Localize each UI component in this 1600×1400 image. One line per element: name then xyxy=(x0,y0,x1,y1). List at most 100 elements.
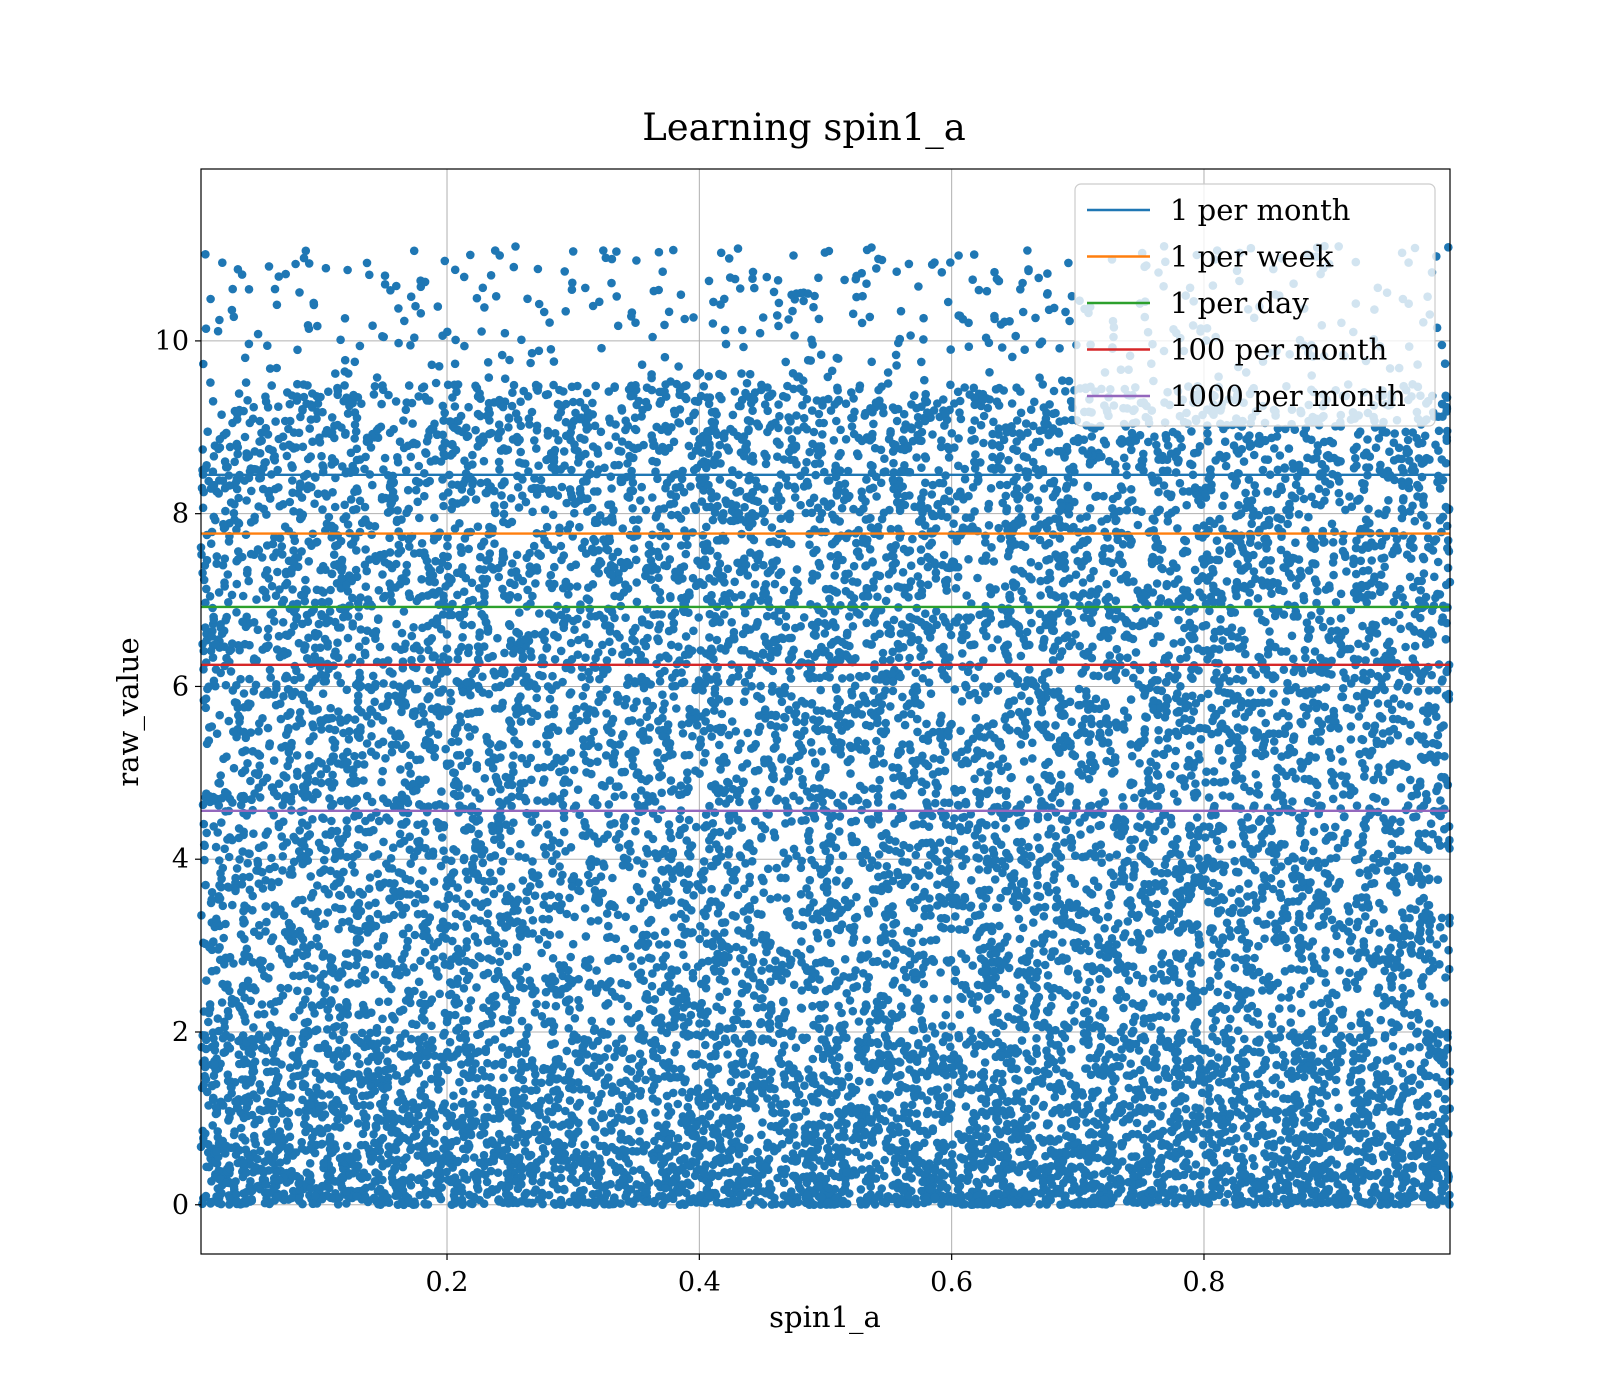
scatter-point xyxy=(1235,884,1244,894)
scatter-point xyxy=(923,580,933,590)
scatter-point xyxy=(1357,704,1366,713)
scatter-point xyxy=(545,489,555,499)
scatter-point xyxy=(353,841,363,850)
scatter-point xyxy=(498,1043,507,1052)
scatter-point xyxy=(1247,1080,1257,1089)
scatter-point xyxy=(1289,925,1298,935)
scatter-point xyxy=(1163,868,1172,878)
scatter-point xyxy=(668,874,677,883)
scatter-point xyxy=(445,1037,455,1047)
scatter-point xyxy=(292,722,301,731)
scatter-point xyxy=(630,636,639,646)
scatter-point xyxy=(257,1000,267,1009)
scatter-point xyxy=(1119,706,1129,715)
scatter-point xyxy=(574,974,583,984)
scatter-point xyxy=(406,341,415,350)
scatter-point xyxy=(1248,1154,1257,1163)
scatter-point xyxy=(809,493,819,503)
scatter-point xyxy=(1023,795,1033,804)
scatter-point xyxy=(644,549,654,559)
scatter-point xyxy=(1001,491,1011,501)
scatter-point xyxy=(455,1077,464,1087)
scatter-point xyxy=(575,522,584,532)
scatter-point xyxy=(464,402,473,412)
scatter-point xyxy=(769,287,779,297)
scatter-point xyxy=(722,987,732,996)
scatter-point xyxy=(362,739,372,748)
scatter-point xyxy=(478,858,488,868)
scatter-point xyxy=(1083,481,1093,491)
scatter-point xyxy=(533,264,543,274)
scatter-point xyxy=(909,821,918,830)
scatter-point xyxy=(255,761,264,770)
scatter-point xyxy=(518,876,528,885)
scatter-point xyxy=(865,1017,875,1027)
scatter-point xyxy=(334,878,344,887)
scatter-point xyxy=(387,747,397,757)
scatter-point xyxy=(770,730,780,740)
scatter-point xyxy=(773,794,782,803)
scatter-point xyxy=(989,417,998,427)
scatter-point xyxy=(730,387,740,396)
scatter-point xyxy=(228,798,237,807)
scatter-point xyxy=(244,576,253,586)
scatter-point xyxy=(708,515,718,525)
scatter-point xyxy=(407,631,417,641)
scatter-point xyxy=(757,873,767,883)
scatter-point xyxy=(541,797,550,806)
scatter-point xyxy=(758,1118,767,1127)
scatter-point xyxy=(1014,914,1024,924)
scatter-point xyxy=(820,248,830,257)
scatter-point xyxy=(545,318,554,327)
scatter-point xyxy=(658,267,667,277)
scatter-point xyxy=(743,728,753,738)
scatter-point xyxy=(408,419,417,428)
scatter-point xyxy=(1154,611,1163,620)
scatter-point xyxy=(371,751,381,760)
scatter-point xyxy=(1151,749,1160,758)
scatter-point xyxy=(1440,1094,1450,1104)
scatter-point xyxy=(956,414,966,424)
scatter-point xyxy=(1169,789,1179,799)
scatter-point xyxy=(360,650,370,660)
scatter-point xyxy=(370,970,380,979)
scatter-point xyxy=(1059,550,1069,560)
scatter-point xyxy=(1042,881,1052,891)
scatter-point xyxy=(759,957,768,967)
scatter-point xyxy=(632,578,641,587)
scatter-point xyxy=(305,1159,315,1168)
scatter-point xyxy=(1104,727,1114,737)
scatter-point xyxy=(784,315,793,324)
scatter-point xyxy=(1102,579,1111,589)
scatter-point xyxy=(1415,1042,1424,1052)
scatter-point xyxy=(809,548,818,558)
scatter-point xyxy=(527,817,537,826)
scatter-point xyxy=(1322,1091,1332,1100)
scatter-point xyxy=(381,754,390,763)
scatter-point xyxy=(367,719,376,728)
scatter-point xyxy=(202,584,211,594)
scatter-point xyxy=(763,568,773,578)
scatter-point xyxy=(545,730,555,739)
scatter-point xyxy=(921,609,930,618)
scatter-point xyxy=(639,440,648,450)
scatter-point xyxy=(1362,721,1371,731)
scatter-point xyxy=(958,662,967,671)
scatter-point xyxy=(1215,514,1224,524)
scatter-point xyxy=(766,977,775,986)
scatter-point xyxy=(430,752,440,762)
scatter-point xyxy=(1406,989,1415,998)
scatter-point xyxy=(635,1091,645,1100)
scatter-point xyxy=(595,1141,605,1151)
scatter-point xyxy=(699,382,709,391)
scatter-point xyxy=(888,763,897,772)
scatter-point xyxy=(373,615,383,624)
scatter-point xyxy=(344,980,353,989)
scatter-point xyxy=(1235,664,1244,674)
scatter-point xyxy=(1152,579,1162,588)
scatter-point xyxy=(566,952,575,962)
scatter-point xyxy=(236,674,245,684)
scatter-point xyxy=(854,1076,864,1086)
scatter-point xyxy=(402,568,411,577)
scatter-point xyxy=(569,765,579,775)
